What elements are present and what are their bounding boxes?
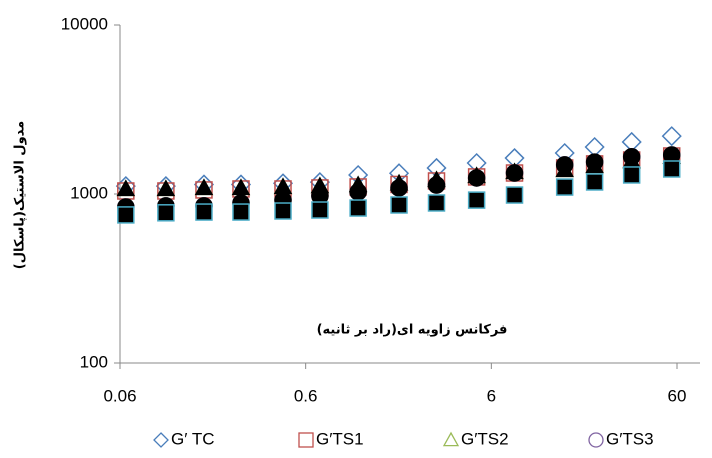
x-tick-label: 60: [668, 386, 687, 405]
marker: [194, 178, 214, 196]
marker: [622, 148, 641, 166]
y-tick-label: 10000: [61, 14, 108, 33]
legend-marker: [298, 432, 314, 448]
marker: [467, 169, 486, 187]
legend-label: G′TS3: [606, 429, 654, 448]
marker: [662, 160, 681, 178]
y-axis-label: مدول الاستیک(پاسکال): [13, 121, 28, 269]
x-tick-label: 0.06: [103, 386, 136, 405]
marker: [311, 201, 329, 219]
legend-marker: [153, 432, 169, 448]
marker: [584, 136, 605, 158]
x-tick-label: 6: [487, 386, 496, 405]
marker: [622, 166, 641, 184]
marker: [427, 194, 446, 212]
marker: [467, 191, 486, 209]
marker: [661, 126, 682, 147]
legend-label: G′ TC: [171, 429, 215, 448]
marker: [585, 173, 604, 191]
marker: [390, 196, 408, 214]
annotation: فرکانس زاویه ای(راد بر ثانیه): [317, 323, 508, 338]
legend-label: G′TS2: [461, 429, 509, 448]
legend-label: G′TS1: [316, 429, 364, 448]
marker: [116, 179, 136, 197]
marker: [157, 204, 175, 222]
marker: [585, 153, 604, 171]
marker: [555, 178, 574, 196]
legend-marker: [588, 432, 604, 448]
legend-marker: [442, 431, 460, 447]
marker: [505, 164, 524, 182]
marker: [390, 179, 408, 197]
x-tick-label: 0.6: [294, 386, 318, 405]
marker: [349, 199, 367, 217]
marker: [232, 203, 250, 221]
marker: [195, 203, 213, 221]
marker: [505, 186, 524, 204]
y-tick-label: 100: [80, 352, 108, 371]
marker: [349, 183, 367, 201]
marker: [156, 179, 176, 197]
marker: [117, 206, 135, 224]
marker: [274, 202, 292, 220]
y-tick-label: 1000: [70, 183, 108, 202]
marker: [555, 156, 574, 174]
marker: [427, 176, 446, 194]
